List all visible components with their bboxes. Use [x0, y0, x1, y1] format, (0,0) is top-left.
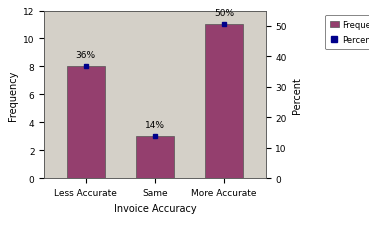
Legend: Frequency, Percent: Frequency, Percent [325, 16, 369, 50]
Bar [205, 25, 243, 179]
Text: 36%: 36% [76, 51, 96, 60]
Bar [67, 67, 105, 179]
Bar [136, 137, 174, 179]
X-axis label: Invoice Accuracy: Invoice Accuracy [114, 203, 196, 213]
Y-axis label: Frequency: Frequency [7, 70, 17, 120]
Text: 50%: 50% [214, 9, 234, 18]
Y-axis label: Percent: Percent [293, 77, 303, 113]
Text: 14%: 14% [145, 120, 165, 129]
